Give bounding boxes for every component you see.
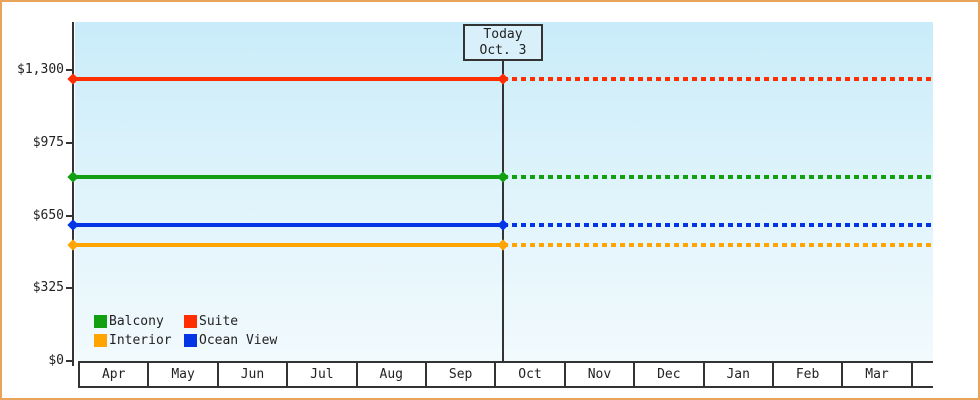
x-axis-cell-dec: Dec — [635, 363, 705, 386]
legend-item-ocean-view: Ocean View — [184, 333, 278, 348]
legend-swatch-ocean-view — [184, 334, 197, 347]
legend-label-suite: Suite — [199, 314, 239, 329]
x-axis-cell-feb: Feb — [774, 363, 844, 386]
x-axis-cell-nov: Nov — [566, 363, 636, 386]
y-tick-label: $0 — [48, 353, 64, 368]
series-line-dashed-ocean-view — [503, 222, 933, 227]
series-line-dashed-balcony — [503, 174, 933, 179]
x-axis-cell-jan: Jan — [705, 363, 774, 386]
x-axis-cell-apr: Apr — [80, 363, 150, 386]
series-line-dashed-interior — [503, 243, 933, 248]
legend-label-interior: Interior — [109, 333, 172, 348]
series-line-solid-suite — [73, 76, 503, 81]
legend-item-suite: Suite — [184, 314, 277, 329]
x-axis-cell-may: May — [149, 363, 219, 386]
y-tick-label: $975 — [32, 134, 64, 150]
y-tick-label: $1,300 — [17, 62, 64, 77]
series-line-solid-balcony — [73, 174, 503, 179]
legend: Balcony Suite Interior Ocean View — [94, 314, 278, 348]
y-axis — [72, 22, 74, 366]
series-line-solid-ocean-view — [73, 222, 503, 227]
today-line — [502, 59, 504, 361]
legend-label-ocean-view: Ocean View — [199, 333, 278, 348]
y-tick — [66, 141, 73, 144]
legend-item-interior: Interior — [94, 333, 184, 348]
today-box-date: Oct. 3 — [479, 43, 527, 58]
today-box: Today Oct. 3 — [463, 24, 543, 61]
y-tick — [66, 214, 73, 217]
x-axis-cell-jul: Jul — [288, 363, 358, 386]
y-tick — [66, 69, 73, 71]
series-line-solid-interior — [73, 243, 503, 248]
legend-label-balcony: Balcony — [109, 314, 164, 329]
legend-item-balcony: Balcony — [94, 314, 184, 329]
plot-area — [75, 22, 933, 361]
legend-swatch-interior — [94, 334, 107, 347]
x-axis: Apr May Jun Jul Aug Sep Oct Nov Dec Jan Feb Mar — [78, 361, 933, 388]
y-tick — [66, 287, 73, 290]
x-axis-cell-empty — [913, 363, 933, 386]
y-tick-label: $325 — [32, 280, 64, 296]
x-axis-cell-aug: Aug — [358, 363, 427, 386]
y-tick — [66, 360, 73, 362]
x-axis-cell-oct: Oct — [496, 363, 566, 386]
y-tick-label: $650 — [32, 207, 64, 223]
today-box-title: Today — [483, 27, 523, 42]
legend-swatch-suite — [184, 315, 197, 328]
x-axis-cell-jun: Jun — [219, 363, 289, 386]
x-axis-cell-mar: Mar — [843, 363, 913, 386]
x-axis-cell-sep: Sep — [427, 363, 497, 386]
legend-swatch-balcony — [94, 315, 107, 328]
series-line-dashed-suite — [503, 76, 933, 81]
